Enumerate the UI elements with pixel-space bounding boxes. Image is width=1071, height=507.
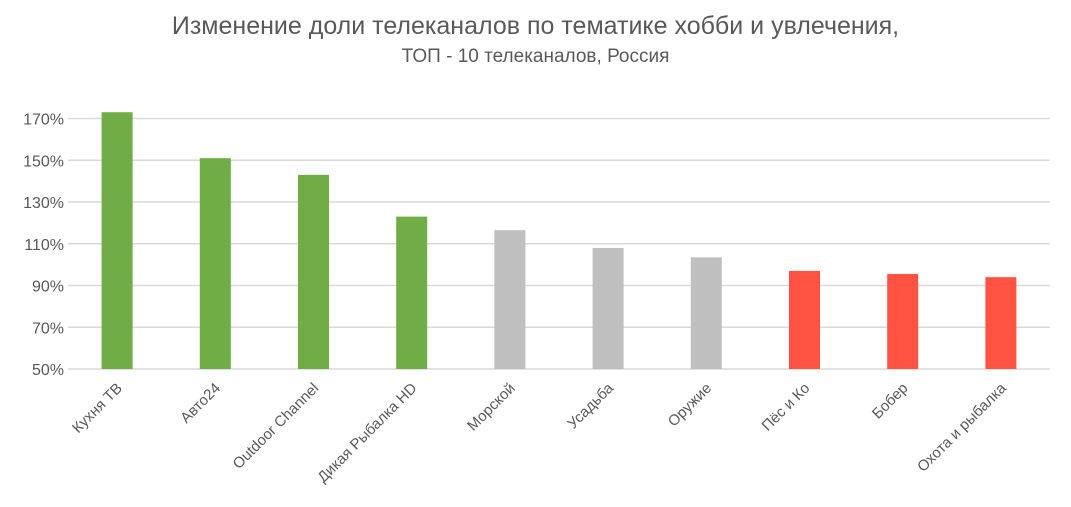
bar <box>985 277 1017 369</box>
y-tick-label: 70% <box>32 320 64 337</box>
x-tick-label: Outdoor Channel <box>230 380 323 473</box>
x-tick-label: Усадьба <box>564 379 617 432</box>
x-tick-label: Кухня ТВ <box>69 380 126 437</box>
x-tick-label: Пёс и Ко <box>759 380 814 435</box>
y-tick-label: 130% <box>23 195 64 212</box>
bar <box>592 247 624 369</box>
x-tick-label: Авто24 <box>177 380 224 427</box>
chart-title: Изменение доли телеканалов по тематике х… <box>171 12 900 40</box>
y-tick-label: 90% <box>32 279 64 296</box>
bar <box>101 112 133 370</box>
bar <box>789 270 820 369</box>
y-tick-label: 50% <box>32 362 64 379</box>
bar <box>690 257 722 369</box>
x-tick-label: Морской <box>464 380 519 435</box>
x-tick-label: Бобер <box>869 380 912 423</box>
x-tick-label: Оружие <box>665 380 715 430</box>
bar <box>887 274 919 369</box>
bar <box>396 216 428 369</box>
chart-subtitle: ТОП - 10 телеканалов, Россия <box>401 46 670 67</box>
x-tick-label: Дикая Рыбалка HD <box>314 380 420 486</box>
y-tick-label: 170% <box>23 112 64 129</box>
bar <box>494 230 526 369</box>
bar <box>298 174 329 369</box>
y-tick-label: 110% <box>24 237 64 254</box>
y-tick-label: 150% <box>23 153 64 170</box>
bar <box>199 158 231 369</box>
x-tick-label: Охота и рыбалка <box>914 379 1010 475</box>
